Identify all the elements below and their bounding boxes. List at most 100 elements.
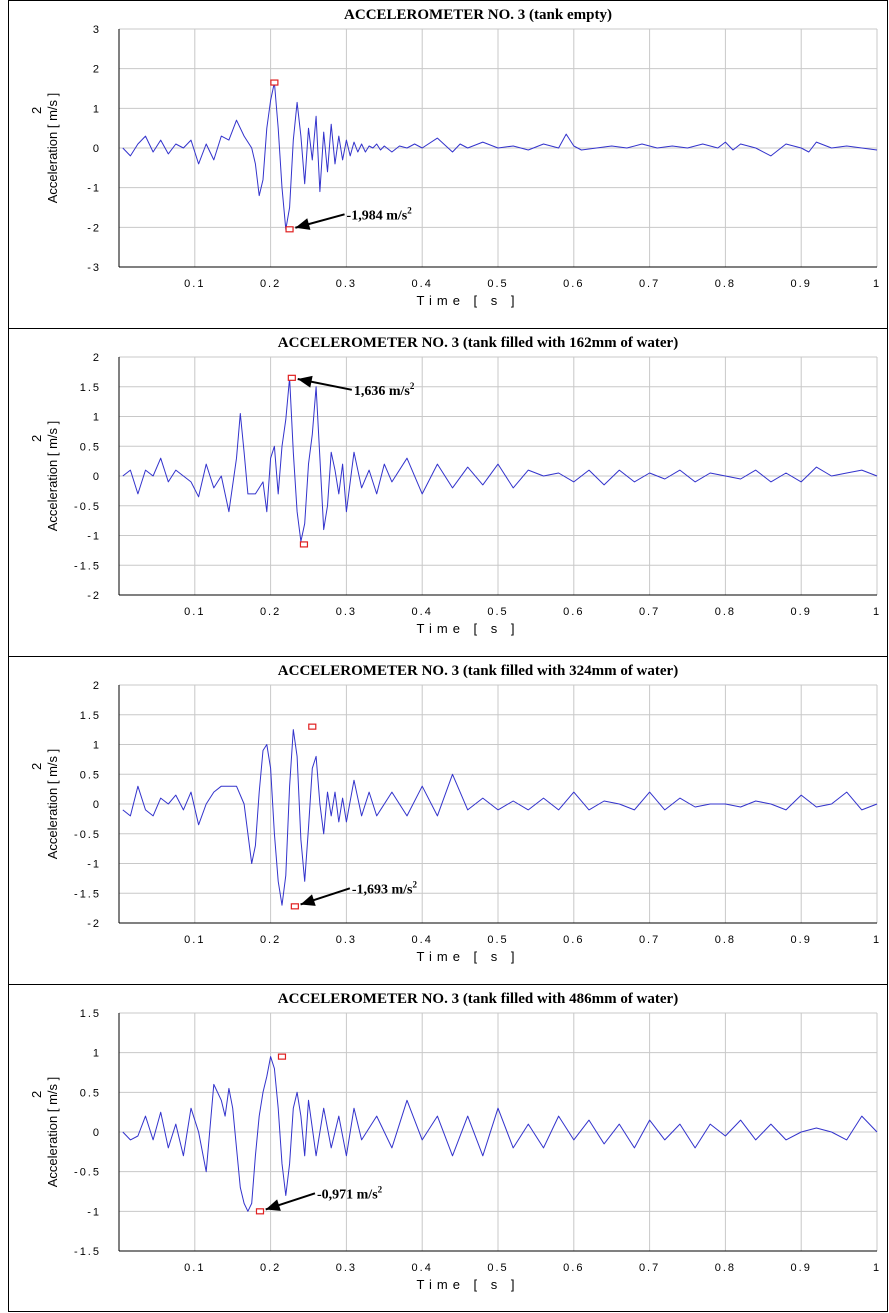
x-tick-label: 0.2 [260,934,281,946]
annotation-label: -1,693 m/s2 [352,879,418,897]
y-tick-label: 3 [93,24,101,36]
chart-title: ACCELEROMETER NO. 3 (tank empty) [344,7,612,23]
x-tick-label: 0.4 [412,278,433,290]
y-axis-label-exponent: 2 [29,107,44,114]
y-tick-label: 1.5 [80,710,101,722]
chart-title: ACCELEROMETER NO. 3 (tank filled with 32… [278,663,678,679]
y-tick-label: 0 [93,143,101,155]
x-tick-label: 0.6 [563,934,584,946]
chart-svg: ACCELEROMETER NO. 3 (tank filled with 48… [29,991,881,1292]
peak-marker [270,79,279,86]
y-tick-label: 1 [93,740,101,752]
x-tick-label: 0.5 [487,606,508,618]
x-tick-label: 0.3 [336,934,357,946]
x-tick-label: 0.3 [336,1262,357,1274]
y-tick-label: 2 [93,680,101,692]
x-axis-label: Time [ s ] [417,621,520,636]
x-tick-label: 0.6 [563,606,584,618]
peak-marker [277,1053,287,1060]
y-tick-label: -3 [87,262,101,274]
y-tick-label: -1.5 [74,888,101,900]
chart-svg: ACCELEROMETER NO. 3 (tank empty) 0.1 0.2 0.… [29,7,881,308]
y-axis-label: Acceleration [ m/s ] [45,421,60,532]
y-tick-label: -0.5 [74,1167,101,1179]
x-tick-label: 0.6 [563,1262,584,1274]
x-tick-label: 0.4 [412,1262,433,1274]
chart-title: ACCELEROMETER NO. 3 (tank filled with 48… [278,991,678,1007]
y-tick-label: -2 [87,590,101,602]
chart-svg: ACCELEROMETER NO. 3 (tank filled with 16… [29,335,879,636]
annotation-label: 1,636 m/s2 [354,381,415,399]
data-series-line [122,1056,878,1212]
x-tick-label: 0.7 [639,1262,660,1274]
x-tick-label: 0.3 [336,278,357,290]
x-tick-label: 0.8 [715,278,736,290]
y-tick-label: -2 [87,918,101,930]
annotation-exponent: 2 [407,205,412,215]
y-tick-label: 2 [93,352,101,364]
chart-svg: ACCELEROMETER NO. 3 (tank filled with 32… [29,663,879,964]
annotation-label: -0,971 m/s2 [317,1184,383,1202]
annotation-label: -1,984 m/s2 [347,205,413,223]
x-tick-label: 1 [873,278,881,290]
x-tick-label: 0.1 [184,278,205,290]
y-tick-label: 0.5 [80,441,101,453]
y-tick-label: 0.5 [80,1087,101,1099]
chart-panel: ACCELEROMETER NO. 3 (tank filled with 32… [8,656,888,986]
y-tick-label: -0.5 [74,829,101,841]
y-axis-label: Acceleration [ m/s ] [45,93,60,204]
y-axis-label-exponent: 2 [29,1091,44,1098]
chart-panel: ACCELEROMETER NO. 3 (tank empty) 0.1 0.2 0.… [8,0,888,330]
annotation-exponent: 2 [378,1184,383,1194]
y-tick-label: 0.5 [80,769,101,781]
peak-marker [290,903,299,910]
chart-title: ACCELEROMETER NO. 3 (tank filled with 16… [278,335,678,351]
x-tick-label: 0.4 [412,606,433,618]
x-tick-label: 0.9 [791,934,812,946]
y-tick-label: 0 [93,799,101,811]
x-tick-label: 0.6 [563,278,584,290]
x-tick-label: 0.8 [715,606,736,618]
y-tick-label: -1 [87,1206,101,1218]
x-tick-label: 0.2 [260,278,281,290]
annotation-arrowhead [265,1199,281,1211]
peak-marker [299,541,309,548]
x-tick-label: 0.7 [639,278,660,290]
chart-panel: ACCELEROMETER NO. 3 (tank filled with 48… [8,984,888,1312]
y-tick-label: 1 [93,103,101,115]
annotation-exponent: 2 [413,879,418,889]
y-tick-label: -1.5 [74,560,101,572]
x-tick-label: 1 [873,1262,881,1274]
y-axis-label: Acceleration [ m/s ] [45,749,60,860]
annotation-arrowhead [295,218,311,230]
annotation-exponent: 2 [410,381,415,391]
y-tick-label: 1 [93,1048,101,1060]
y-tick-label: 1.5 [80,382,101,394]
y-tick-label: 1 [93,412,101,424]
y-tick-label: -1 [87,531,101,543]
y-tick-label: 0 [93,471,101,483]
y-tick-label: 2 [93,64,101,76]
x-tick-label: 0.5 [487,278,508,290]
chart-panel: ACCELEROMETER NO. 3 (tank filled with 16… [8,328,888,658]
x-tick-label: 0.1 [184,606,205,618]
x-tick-label: 0.1 [184,1262,205,1274]
x-tick-label: 0.2 [260,606,281,618]
peak-marker [308,723,317,730]
data-series-line [122,729,878,906]
x-tick-label: 0.7 [639,934,660,946]
y-axis-label: Acceleration [ m/s ] [45,1077,60,1188]
x-axis-label: Time [ s ] [417,949,520,964]
peak-marker [285,226,294,233]
x-tick-label: 0.8 [715,934,736,946]
data-series-line [122,82,878,230]
x-tick-label: 0.1 [184,934,205,946]
annotation-arrowhead [300,894,316,906]
peak-marker [287,374,296,381]
x-tick-label: 0.5 [487,934,508,946]
x-tick-label: 0.8 [715,1262,736,1274]
x-axis-label: Time [ s ] [417,1277,520,1292]
x-tick-label: 0.5 [487,1262,508,1274]
x-tick-label: 0.7 [639,606,660,618]
